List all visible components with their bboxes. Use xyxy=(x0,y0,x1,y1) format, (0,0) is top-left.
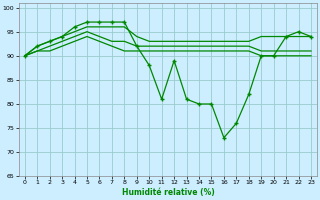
X-axis label: Humidité relative (%): Humidité relative (%) xyxy=(122,188,214,197)
